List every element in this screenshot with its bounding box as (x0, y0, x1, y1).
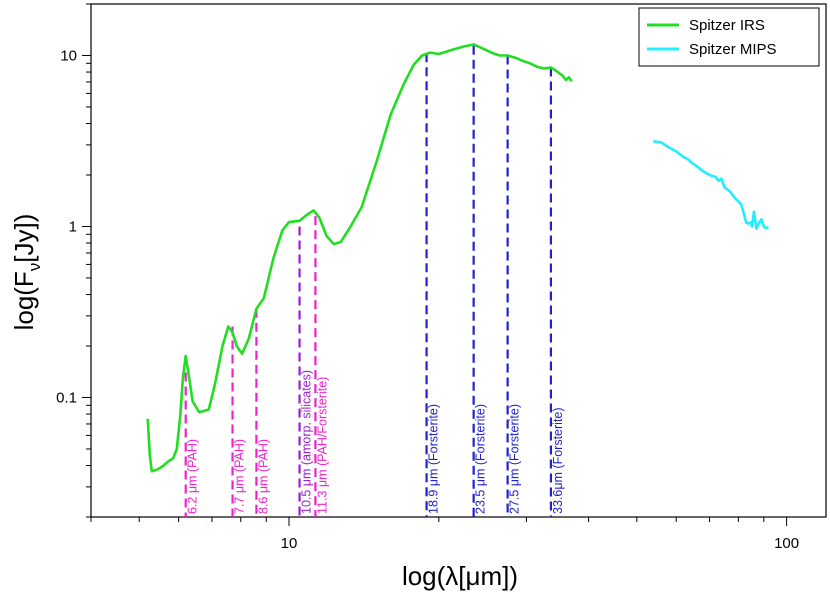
y-axis-title: log(Fν[Jy]) (9, 214, 44, 331)
annotation-label: 7.7 μm (PAH) (233, 439, 247, 514)
annotation-label: 11.3 μm (PAH/Forsterite) (315, 377, 329, 514)
y-tick-label: 10 (60, 47, 77, 64)
annotation-label: 10.5 μm (amorp. silicates) (300, 370, 314, 514)
y-tick-label: 0.1 (56, 389, 77, 406)
y-axis-title-subscript: ν (25, 263, 44, 272)
annotation-label: 27.5 μm (Forsterite) (508, 404, 522, 514)
x-tick-label: 100 (774, 535, 799, 552)
annotation-label: 23.5 μm (Forsterite) (474, 404, 488, 514)
plot-frame (90, 3, 827, 518)
annotation-label: 6.2 μm (PAH) (186, 439, 200, 514)
annotation-label: 8.6 μm (PAH) (256, 439, 270, 514)
legend-label: Spitzer MIPS (689, 41, 777, 58)
y-axis-title-main: log(F (9, 271, 39, 330)
series-line-mips (653, 140, 770, 230)
legend-box (638, 7, 820, 67)
legend-label: Spitzer IRS (689, 17, 765, 34)
x-axis-title: log(λ[μm]) (402, 561, 518, 591)
y-tick-label: 1 (69, 218, 77, 235)
y-axis-title-tail: [Jy]) (9, 214, 39, 263)
series-line-irs (146, 43, 573, 473)
x-tick-label: 10 (281, 535, 298, 552)
annotation-label: 18.9 μm (Forsterite) (427, 404, 441, 514)
annotation-label: 33.6μm (Forsterite) (551, 407, 565, 514)
